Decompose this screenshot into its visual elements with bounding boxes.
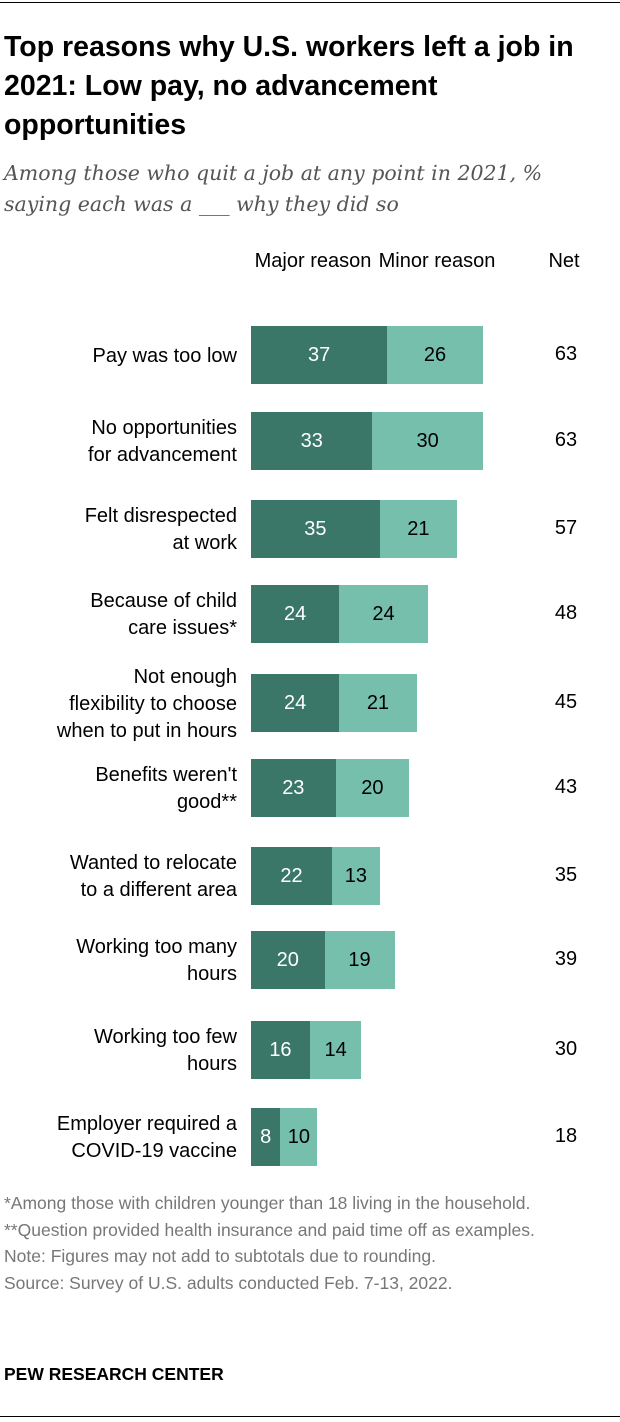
net-value: 63 xyxy=(554,429,578,451)
category-label: Because of child care issues* xyxy=(0,588,237,642)
net-value: 18 xyxy=(554,1125,578,1147)
data-label: 35 xyxy=(304,517,327,540)
data-label: 21 xyxy=(407,517,430,540)
bar-minor: 20 xyxy=(335,759,410,817)
bar-minor: 13 xyxy=(331,847,380,905)
net-value: 57 xyxy=(554,517,578,539)
data-label: 14 xyxy=(324,1038,347,1061)
category-label-line: COVID-19 vaccine xyxy=(71,1140,237,1162)
data-label: 24 xyxy=(284,691,307,714)
data-label: 19 xyxy=(348,948,371,971)
bar-minor: 21 xyxy=(379,500,458,558)
category-label-line: Wanted to relocate xyxy=(69,852,237,874)
footnote: **Question provided health insurance and… xyxy=(4,1219,535,1240)
bar-major: 23 xyxy=(251,759,336,817)
bar-major: 24 xyxy=(251,585,340,643)
category-label-line: when to put in hours xyxy=(56,719,237,742)
data-label: 24 xyxy=(372,602,395,625)
category-label-line: for advancement xyxy=(88,444,237,466)
bar-major: 8 xyxy=(251,1108,281,1166)
category-label-line: Felt disrespected xyxy=(84,505,237,527)
bar-minor: 26 xyxy=(387,326,483,384)
data-label: 20 xyxy=(276,948,299,971)
bar-major: 22 xyxy=(251,847,332,905)
bar-minor: 19 xyxy=(324,931,395,989)
category-label-line: Working too many xyxy=(76,936,237,958)
category-label: Working too many hours xyxy=(0,934,237,988)
net-value: 45 xyxy=(554,691,578,713)
source: Source: Survey of U.S. adults conducted … xyxy=(4,1272,453,1293)
category-label: Felt disrespected at work xyxy=(0,503,237,557)
category-label: Not enough flexibility to choose when to p… xyxy=(0,664,237,745)
category-label: Wanted to relocate to a different area xyxy=(0,850,237,904)
category-label-line: hours xyxy=(186,963,237,985)
category-label: Benefits weren't good** xyxy=(0,762,237,816)
category-label-line: at work xyxy=(172,532,237,554)
bar-minor: 24 xyxy=(339,585,428,643)
bottom-rule xyxy=(0,1416,620,1417)
net-value: 30 xyxy=(554,1038,578,1060)
category-label: Employer required a COVID-19 vaccine xyxy=(0,1111,237,1165)
data-label: 10 xyxy=(287,1125,310,1148)
category-label-line: care issues* xyxy=(128,617,237,639)
net-value: 39 xyxy=(554,948,578,970)
category-label: No opportunities for advancement xyxy=(0,415,237,469)
category-label: Pay was too low xyxy=(0,343,237,370)
data-label: 24 xyxy=(284,602,307,625)
bar-minor: 10 xyxy=(280,1108,318,1166)
footnotes: *Among those with children younger than … xyxy=(4,1190,604,1296)
header-net: Net xyxy=(548,250,580,272)
category-label-line: Benefits weren't xyxy=(95,764,237,786)
category-label: Working too few hours xyxy=(0,1024,237,1078)
chart-title: Top reasons why U.S. workers left a job … xyxy=(4,31,574,141)
category-label-line: No opportunities xyxy=(91,417,237,439)
data-label: 33 xyxy=(300,429,323,452)
data-label: 8 xyxy=(260,1125,272,1148)
category-label-line: Pay was too low xyxy=(92,344,237,367)
bar-minor: 21 xyxy=(339,674,417,732)
data-label: 30 xyxy=(416,429,439,452)
header-major: Major reason xyxy=(254,250,372,272)
category-label-line: to a different area xyxy=(80,879,237,901)
brand-logo-text: PEW RESEARCH CENTER xyxy=(4,1364,224,1384)
bar-major: 16 xyxy=(251,1021,310,1079)
category-label-line: flexibility to choose xyxy=(69,692,237,715)
bar-major: 24 xyxy=(251,674,340,732)
data-label: 13 xyxy=(344,864,367,887)
data-label: 22 xyxy=(280,864,303,887)
category-label-line: good** xyxy=(176,791,237,813)
footnote: *Among those with children younger than … xyxy=(4,1193,531,1213)
category-label-line: hours xyxy=(186,1053,237,1075)
net-value: 35 xyxy=(554,864,578,886)
net-value: 43 xyxy=(554,776,578,798)
category-label-line: Not enough xyxy=(133,665,237,688)
bar-major: 37 xyxy=(251,326,388,384)
data-label: 16 xyxy=(269,1038,292,1061)
data-label: 37 xyxy=(307,343,331,366)
top-rule xyxy=(0,2,620,3)
data-label: 23 xyxy=(282,776,305,799)
bar-major: 33 xyxy=(251,412,373,470)
note: Note: Figures may not add to subtotals d… xyxy=(4,1246,436,1266)
net-value: 63 xyxy=(554,343,578,365)
bar-major: 20 xyxy=(251,931,325,989)
net-value: 48 xyxy=(554,602,578,624)
data-label: 26 xyxy=(423,343,447,366)
category-label-line: Working too few xyxy=(93,1026,237,1048)
category-label-line: Employer required a xyxy=(56,1113,237,1135)
chart-subtitle: Among those who quit a job at any point … xyxy=(4,161,543,216)
bar-major: 35 xyxy=(251,500,380,558)
bar-minor: 30 xyxy=(372,412,483,470)
data-label: 21 xyxy=(366,691,390,714)
bar-minor: 14 xyxy=(309,1021,362,1079)
data-label: 20 xyxy=(361,776,384,799)
header-minor: Minor reason xyxy=(378,250,496,272)
category-label-line: Because of child xyxy=(90,590,237,612)
